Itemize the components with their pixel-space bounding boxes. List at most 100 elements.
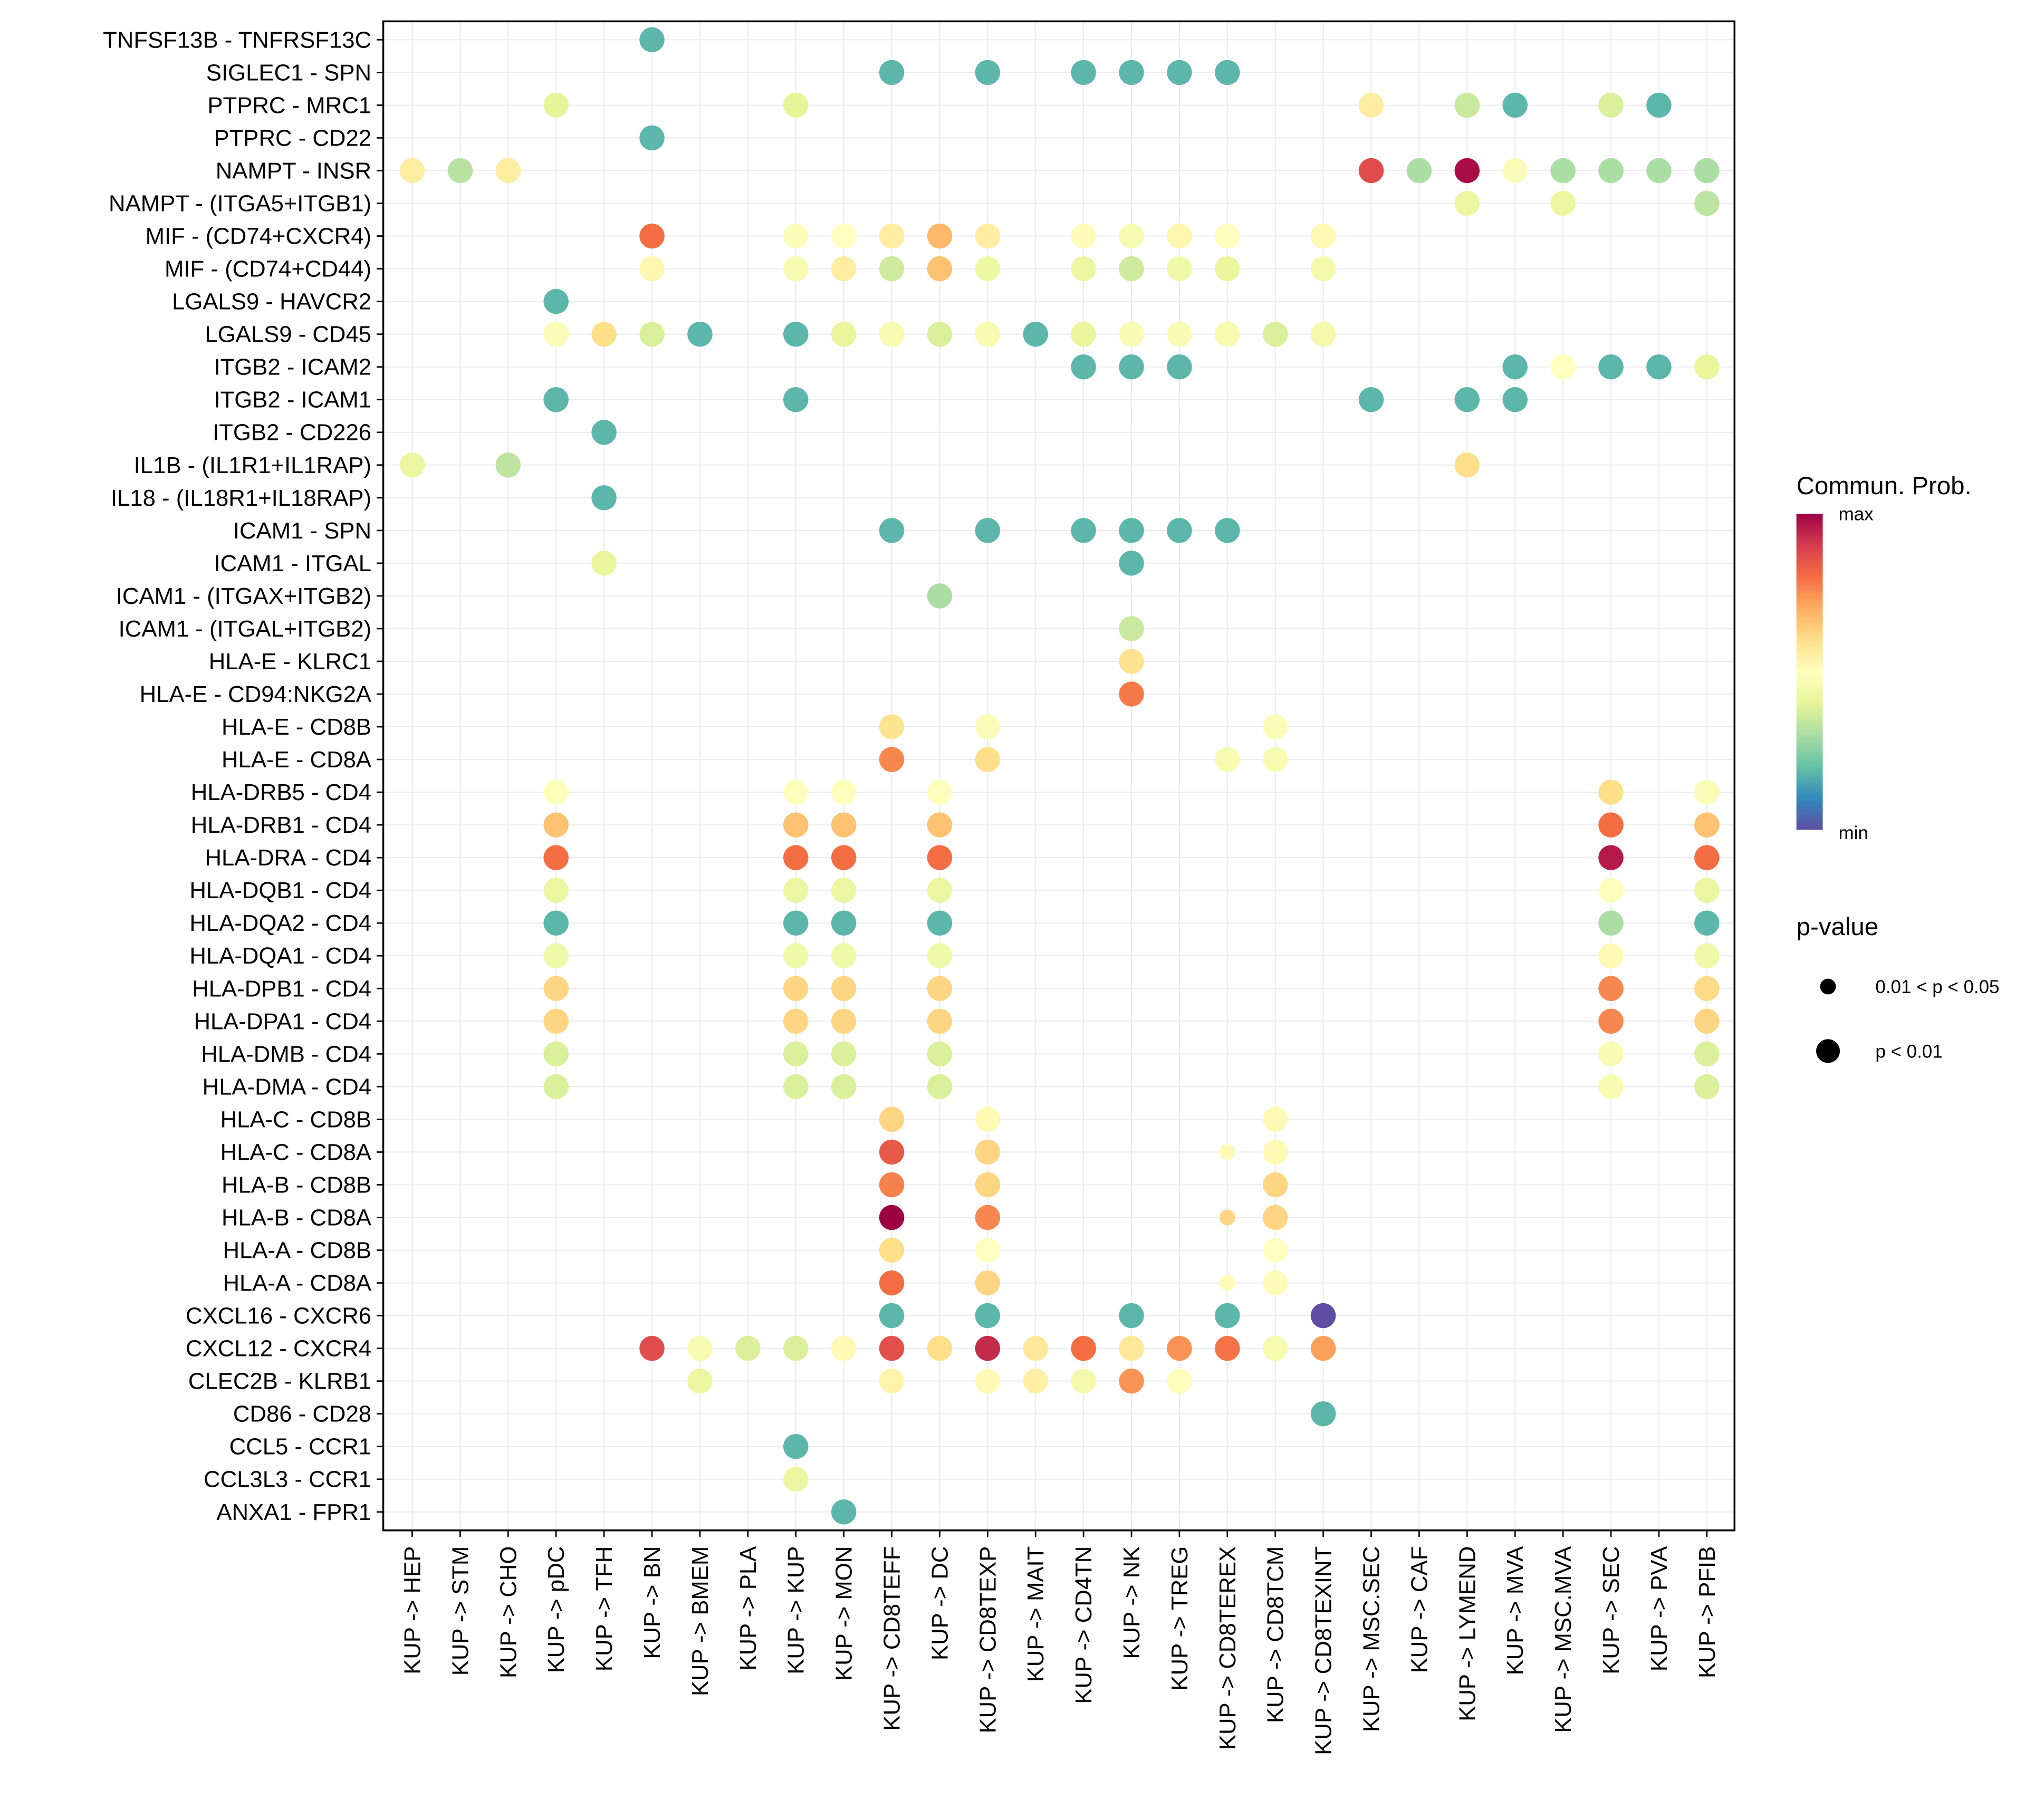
y-tick-label: CCL5 - CCR1 [229,1434,371,1460]
data-point [1694,976,1720,1001]
data-point [1694,910,1720,936]
data-point [399,453,425,478]
x-tick-label: KUP -> MAIT [1023,1546,1049,1682]
x-tick-label: KUP -> MSC.MVA [1550,1546,1576,1733]
y-tick-label: HLA-A - CD8A [223,1271,371,1296]
y-axis: TNFSF13B - TNFRSF13C SIGLEC1 - SPN PTPRC -… [103,27,383,1525]
data-point [1694,190,1720,216]
data-point [927,1335,953,1361]
x-tick-label: KUP -> NK [1119,1546,1145,1659]
data-point [975,714,1001,739]
data-point [1454,158,1480,184]
color-legend: Commun. Prob. max min [1796,472,1972,843]
x-tick-label: KUP -> PFIB [1694,1546,1720,1678]
data-point [927,583,953,609]
data-point [639,321,665,347]
y-tick-label: CCL3L3 - CCR1 [204,1467,371,1493]
data-point [1550,354,1576,380]
data-point [831,1074,857,1100]
data-point [1262,747,1288,772]
y-tick-label: SIGLEC1 - SPN [206,60,371,85]
data-point [1262,1237,1288,1263]
y-tick-label: CLEC2B - KLRB1 [188,1369,371,1394]
data-point [543,910,569,936]
color-legend-bar [1796,514,1823,830]
data-point [975,1335,1001,1361]
data-point [975,1303,1001,1329]
color-legend-min-label: min [1839,823,1868,843]
data-point [831,943,857,968]
data-point [639,223,665,249]
data-point [543,1008,569,1034]
data-point [975,1270,1001,1296]
data-point [1215,256,1240,282]
data-point [1502,387,1528,412]
data-point [1071,321,1096,347]
data-point [1119,518,1144,543]
data-point [1262,1205,1288,1230]
data-point [1454,453,1480,478]
data-point [1167,518,1192,543]
y-tick-label: HLA-E - CD94:NKG2A [140,681,372,707]
y-tick-label: ICAM1 - ITGAL [214,551,371,576]
data-point [879,1172,905,1198]
data-point [1310,1303,1336,1329]
data-point [879,1303,905,1329]
data-point [879,1335,905,1361]
data-point [783,256,809,282]
y-tick-label: MIF - (CD74+CXCR4) [146,224,371,249]
data-point [1023,1368,1048,1394]
data-point [927,1041,953,1067]
data-point [543,387,569,412]
data-point [1598,92,1624,118]
data-point [1071,256,1096,282]
data-point [1262,714,1288,739]
data-point [831,1041,857,1067]
data-point [975,1205,1001,1230]
data-point [783,223,809,249]
data-point [1502,158,1528,184]
data-point [1598,1008,1624,1034]
data-point [1694,354,1720,380]
data-point [1215,223,1240,249]
x-tick-label: KUP -> pDC [543,1546,569,1673]
data-point [975,747,1001,772]
data-point [879,1106,905,1132]
data-point [975,1172,1001,1198]
y-tick-label: HLA-E - CD8A [222,747,372,773]
x-tick-label: KUP -> MVA [1502,1546,1528,1676]
data-point [1310,256,1336,282]
data-point [1262,1172,1288,1198]
data-point [543,943,569,968]
data-point [831,812,857,838]
y-tick-label: HLA-E - CD8B [222,714,371,740]
data-point [879,1270,905,1296]
data-point [447,158,473,184]
data-point [1502,354,1528,380]
y-tick-label: HLA-DRB5 - CD4 [191,779,371,805]
data-point [543,878,569,903]
data-point [1167,223,1192,249]
data-point [1598,878,1624,903]
y-tick-label: CD86 - CD28 [233,1401,371,1427]
data-point [927,812,953,838]
data-point [879,518,905,543]
data-point [1694,779,1720,805]
data-point [783,1433,809,1459]
data-point [879,321,905,347]
x-tick-label: KUP -> KUP [783,1546,809,1674]
data-point [1262,1139,1288,1165]
x-tick-label: KUP -> CHO [495,1546,521,1678]
x-tick-label: KUP -> BMEM [687,1546,713,1696]
y-tick-label: MIF - (CD74+CD44) [165,256,371,282]
y-tick-label: IL1B - (IL1R1+IL1RAP) [134,453,371,478]
y-tick-label: HLA-B - CD8B [222,1172,371,1198]
size-legend-label-large: p < 0.01 [1875,1041,1942,1062]
x-tick-label: KUP -> TFH [591,1546,617,1672]
data-point [1550,158,1576,184]
data-point [591,420,617,445]
data-point [1119,354,1144,380]
y-tick-label: HLA-E - KLRC1 [209,649,371,675]
data-point [927,976,953,1001]
x-tick-label: KUP -> PVA [1646,1546,1672,1671]
